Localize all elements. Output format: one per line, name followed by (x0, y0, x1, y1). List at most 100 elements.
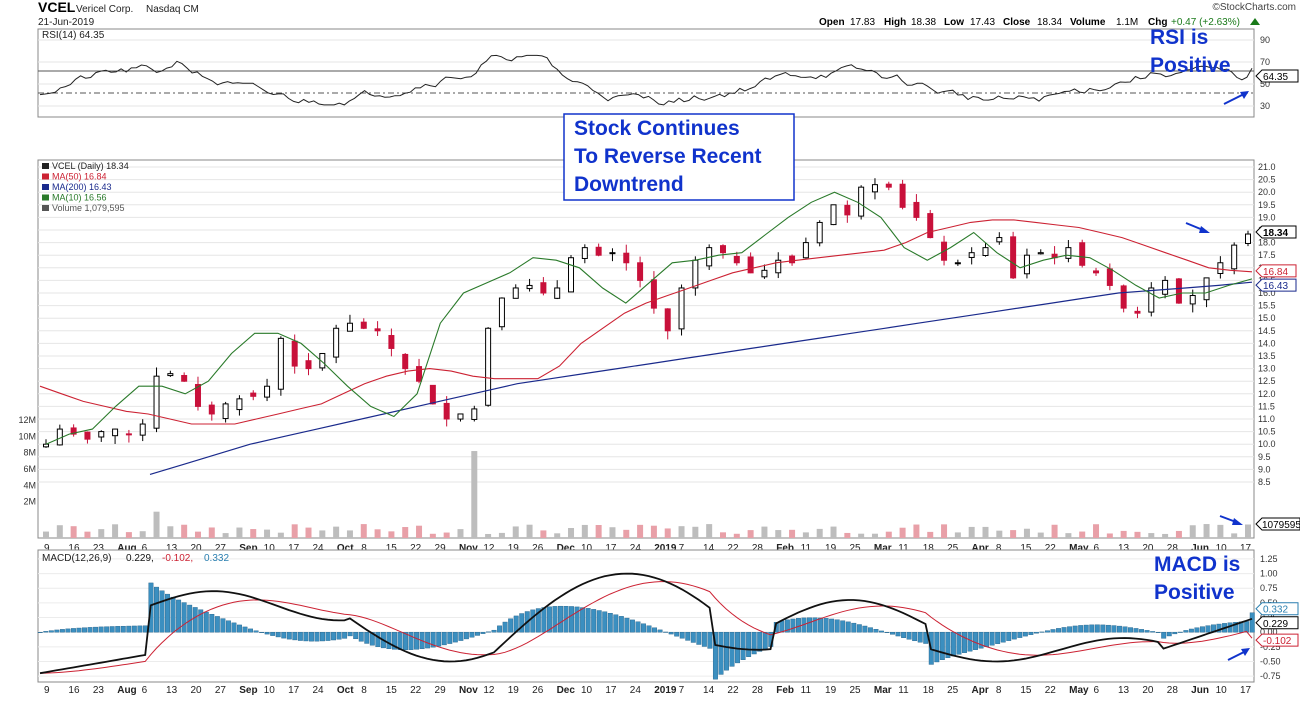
macd-hist-bar (347, 631, 353, 637)
macd-hist-bar (856, 624, 862, 633)
price-tick-label: 12.0 (1258, 389, 1276, 399)
candle-body (844, 204, 851, 216)
price-tick-label: 18.0 (1258, 238, 1276, 248)
macd-label: MACD(12,26,9) 0.229, -0.102, 0.332 (42, 553, 229, 564)
macd-hist-bar (441, 631, 447, 646)
macd-hist-bar (757, 631, 763, 652)
price-tick-label: 15.0 (1258, 313, 1276, 323)
date-tick-label: 22 (410, 543, 422, 554)
macd-hist-bar (607, 612, 613, 633)
price-arrow-icon (1185, 222, 1210, 233)
macd-hist-bar (502, 621, 508, 633)
close-value: 18.34 (1037, 17, 1062, 28)
macd-hist-bar (984, 631, 990, 647)
volume-bar (664, 528, 671, 538)
macd-hist-bar (358, 631, 364, 642)
macd-hist-bar (569, 606, 574, 633)
macd-hist-bar (652, 627, 658, 633)
date-tick-label: May (1069, 685, 1089, 696)
macd-hist-bar (795, 618, 801, 633)
symbol: VCEL (38, 0, 76, 15)
volume-bar (112, 524, 119, 538)
rsi-grid (38, 39, 1254, 107)
volume-bar (125, 532, 132, 538)
up-arrow-icon (1250, 18, 1260, 25)
volume-bar (1106, 533, 1113, 538)
candle-body (416, 366, 423, 382)
macd-hist-bar (712, 631, 718, 680)
volume-bar (1010, 530, 1017, 538)
volume-bar (305, 527, 312, 538)
volume-tick-label: 8M (23, 448, 36, 458)
date-tick-label: 6 (142, 685, 148, 696)
price-tick-label: 16.0 (1258, 288, 1276, 298)
volume-bar (526, 524, 533, 538)
macd-hist-bar (225, 620, 231, 633)
candle-body (982, 247, 989, 256)
legend-entry: Volume 1,079,595 (52, 203, 125, 213)
volume-label: Volume (1070, 17, 1106, 28)
date-tick-label: Dec (557, 685, 576, 696)
date-tick-label: Apr (972, 685, 989, 696)
volume-bar (733, 533, 740, 538)
macd-hist-bar (1188, 628, 1194, 633)
candle-body (526, 284, 533, 290)
macd-label-hist: 0.332 (204, 553, 229, 564)
date-tick-label: 17 (288, 685, 300, 696)
macd-hist-bar (558, 605, 563, 633)
volume-bar (70, 526, 77, 538)
macd-hist-bar (934, 631, 940, 663)
volume-bar (512, 526, 519, 538)
macd-hist-bar (546, 606, 552, 633)
rsi-badge-text: 64.35 (1263, 72, 1288, 83)
macd-hist-bar (751, 631, 757, 655)
macd-hist-bar (674, 631, 680, 637)
volume-bar (761, 526, 768, 538)
macd-hist-bar (469, 631, 475, 638)
date-tick-label: 19 (508, 685, 520, 696)
macd-hist-bar (259, 631, 265, 633)
macd-hist-bar (574, 606, 580, 633)
macd-hist-bar (253, 630, 259, 633)
candle-body (222, 403, 229, 420)
macd-hist-bar (1139, 629, 1145, 633)
legend-swatch (42, 173, 49, 180)
candle-body (885, 183, 892, 188)
volume-bar (98, 529, 105, 538)
macd-hist-bar (895, 631, 901, 637)
macd-hist-bar (331, 631, 337, 641)
macd-hist-bar (901, 631, 907, 638)
rsi-tick-label: 50 (1260, 79, 1270, 89)
candle-body (775, 259, 782, 274)
macd-hist-bar (1233, 622, 1239, 633)
macd-hist-bar (1067, 626, 1073, 633)
macd-hist-bar (773, 622, 779, 633)
chart-date: 21-Jun-2019 (38, 17, 95, 28)
macd-hist-bar (170, 596, 176, 633)
candle-body (650, 279, 657, 309)
price-tick-label: 9.0 (1258, 464, 1271, 474)
volume-bar (568, 527, 575, 538)
macd-hist-bar (1155, 631, 1161, 633)
macd-hist-bar (281, 631, 287, 639)
volume-bar (982, 526, 989, 538)
candle-body (1189, 295, 1196, 305)
macd-hist-bar (203, 611, 209, 633)
volume-tick-label: 10M (18, 431, 36, 441)
candle-body (581, 247, 588, 259)
candle-body (1065, 247, 1072, 259)
volume-bar (968, 526, 975, 538)
candle-body (789, 255, 796, 264)
macd-hist-bar (65, 628, 71, 633)
macd-hist-bar (823, 618, 829, 633)
macd-tick-label: 0.75 (1260, 583, 1278, 593)
volume-bar (388, 531, 395, 538)
ma10-line (45, 191, 1253, 445)
date-tick-label: Jun (1191, 685, 1209, 696)
macd-hist-bar (585, 608, 591, 633)
price-tick-label: 12.5 (1258, 376, 1276, 386)
volume-bar (153, 511, 160, 538)
date-tick-label: 12 (483, 543, 495, 554)
price-tick-label: 14.0 (1258, 338, 1276, 348)
date-tick-label: 11 (898, 543, 909, 554)
